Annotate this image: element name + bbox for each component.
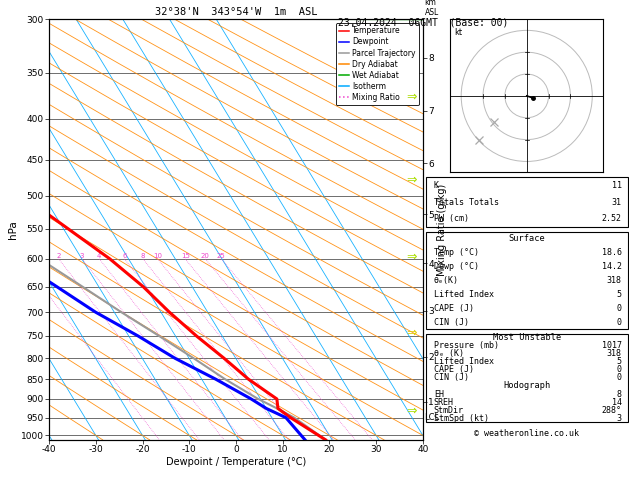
Text: 288°: 288° [602, 405, 621, 415]
Text: SREH: SREH [434, 398, 454, 406]
Text: kt: kt [455, 28, 463, 37]
Text: CIN (J): CIN (J) [434, 373, 469, 382]
Text: km
ASL: km ASL [425, 0, 439, 17]
Text: 3: 3 [80, 253, 84, 259]
Text: θₑ (K): θₑ (K) [434, 349, 464, 358]
Text: Pressure (mb): Pressure (mb) [434, 341, 499, 350]
Text: 25: 25 [217, 253, 226, 259]
Text: StmDir: StmDir [434, 405, 464, 415]
Text: 2.52: 2.52 [602, 214, 621, 224]
Text: 5: 5 [616, 290, 621, 299]
Text: LCL: LCL [424, 413, 439, 422]
Text: Temp (°C): Temp (°C) [434, 248, 479, 257]
Text: 11: 11 [611, 181, 621, 190]
Text: 14: 14 [611, 398, 621, 406]
Text: Lifted Index: Lifted Index [434, 357, 494, 366]
Text: 23.04.2024  06GMT  (Base: 00): 23.04.2024 06GMT (Base: 00) [338, 18, 508, 28]
Text: 20: 20 [201, 253, 210, 259]
Text: 0: 0 [616, 373, 621, 382]
Y-axis label: Mixing Ratio (g/kg): Mixing Ratio (g/kg) [437, 184, 447, 276]
Legend: Temperature, Dewpoint, Parcel Trajectory, Dry Adiabat, Wet Adiabat, Isotherm, Mi: Temperature, Dewpoint, Parcel Trajectory… [336, 23, 419, 105]
Text: 31: 31 [611, 198, 621, 207]
Text: StmSpd (kt): StmSpd (kt) [434, 414, 489, 422]
Text: 3: 3 [616, 414, 621, 422]
Text: Dewp (°C): Dewp (°C) [434, 262, 479, 271]
Text: CAPE (J): CAPE (J) [434, 304, 474, 312]
Text: © weatheronline.co.uk: © weatheronline.co.uk [474, 429, 579, 438]
X-axis label: Dewpoint / Temperature (°C): Dewpoint / Temperature (°C) [166, 457, 306, 467]
Text: 0: 0 [616, 365, 621, 374]
Text: θₑ(K): θₑ(K) [434, 276, 459, 285]
Text: 0: 0 [616, 304, 621, 312]
Text: 1017: 1017 [602, 341, 621, 350]
Text: 4: 4 [97, 253, 101, 259]
Text: CIN (J): CIN (J) [434, 318, 469, 327]
Text: Totals Totals: Totals Totals [434, 198, 499, 207]
Text: 8: 8 [616, 389, 621, 399]
Text: 5: 5 [616, 357, 621, 366]
Text: CAPE (J): CAPE (J) [434, 365, 474, 374]
Text: ⇒: ⇒ [407, 174, 417, 186]
Title: 32°38'N  343°54'W  1m  ASL: 32°38'N 343°54'W 1m ASL [155, 7, 317, 17]
Text: 318: 318 [607, 276, 621, 285]
Y-axis label: hPa: hPa [8, 220, 18, 239]
Text: 318: 318 [607, 349, 621, 358]
Text: EH: EH [434, 389, 444, 399]
Text: 10: 10 [153, 253, 162, 259]
Text: Hodograph: Hodograph [503, 382, 550, 390]
Text: ⇒: ⇒ [407, 327, 417, 339]
Text: ⇒: ⇒ [407, 404, 417, 417]
Text: 8: 8 [141, 253, 145, 259]
Text: ⇒: ⇒ [407, 251, 417, 264]
Text: Most Unstable: Most Unstable [493, 333, 561, 342]
Text: 0: 0 [616, 318, 621, 327]
Text: ⇒: ⇒ [407, 91, 417, 104]
Text: 2: 2 [57, 253, 61, 259]
Text: Lifted Index: Lifted Index [434, 290, 494, 299]
Text: 18.6: 18.6 [602, 248, 621, 257]
Text: 6: 6 [122, 253, 126, 259]
Text: Surface: Surface [508, 234, 545, 243]
Text: K: K [434, 181, 439, 190]
Text: 15: 15 [181, 253, 189, 259]
Text: 14.2: 14.2 [602, 262, 621, 271]
Text: PW (cm): PW (cm) [434, 214, 469, 224]
